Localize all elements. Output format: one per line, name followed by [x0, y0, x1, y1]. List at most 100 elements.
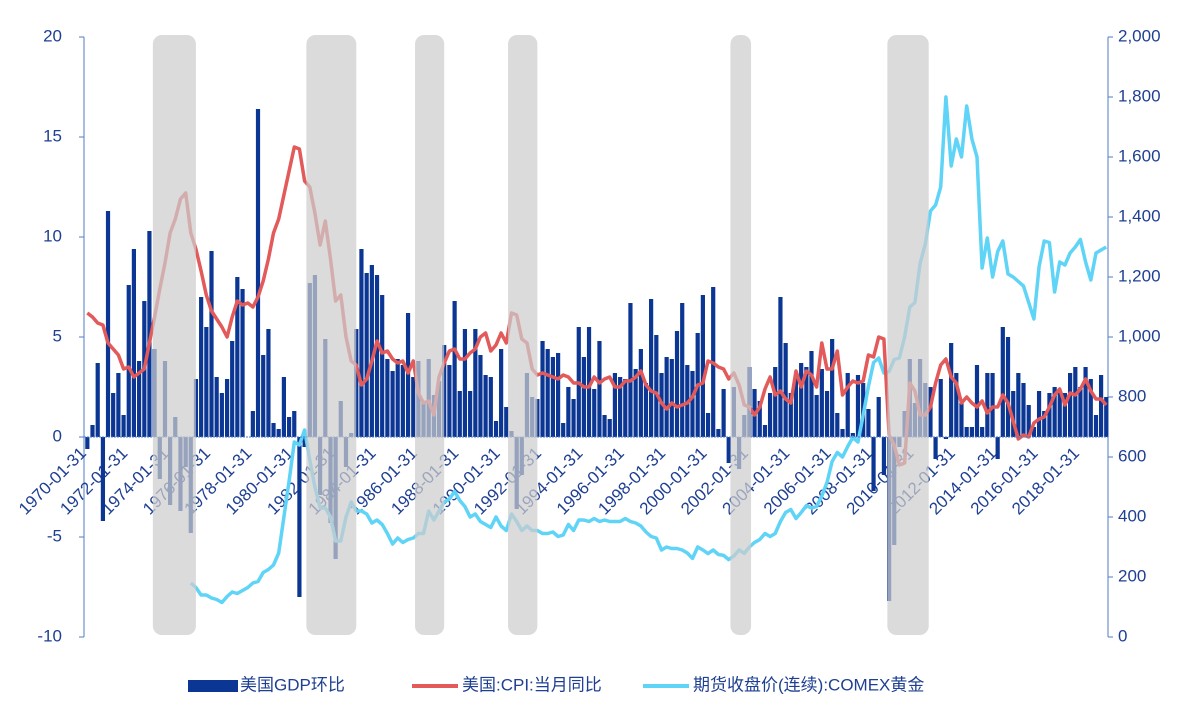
recession-shading: [508, 35, 538, 635]
y2-tick-label: 600: [1118, 446, 1146, 465]
gdp-bar: [240, 289, 245, 437]
gdp-bar: [235, 277, 240, 437]
gdp-bar: [473, 329, 478, 437]
gdp-bar: [219, 393, 224, 437]
gdp-bar: [809, 351, 814, 437]
gdp-bar: [411, 377, 416, 437]
gdp-bar: [721, 389, 726, 437]
gdp-bar: [1005, 337, 1011, 437]
gdp-bar: [1031, 427, 1037, 437]
y-tick-label: 5: [53, 326, 62, 345]
gdp-bar: [297, 437, 302, 597]
gdp-bar: [830, 339, 835, 437]
gdp-bar: [385, 359, 390, 437]
legend-swatch: [188, 680, 238, 692]
gdp-bar: [674, 331, 680, 437]
gdp-bar: [250, 411, 255, 437]
gdp-bar: [292, 411, 297, 437]
gdp-bar: [654, 335, 659, 437]
gdp-bar: [462, 329, 468, 437]
gdp-bar: [137, 361, 142, 437]
gdp-bar: [405, 313, 411, 437]
gdp-bar: [354, 329, 359, 437]
gdp-bar: [767, 393, 773, 437]
gdp-bar: [1104, 397, 1109, 437]
gdp-bar: [540, 341, 545, 437]
gdp-bar: [400, 365, 405, 437]
gdp-bar: [374, 275, 380, 437]
recession-shading: [415, 35, 445, 635]
gdp-bar: [638, 349, 643, 437]
y2-tick-label: 1,600: [1118, 146, 1161, 165]
gdp-bar: [1057, 391, 1062, 437]
y-tick-label: -5: [47, 526, 62, 545]
y2-tick-label: 400: [1118, 506, 1146, 525]
gdp-bar: [990, 373, 995, 437]
gdp-bar: [204, 327, 209, 437]
gdp-bar: [1052, 387, 1057, 437]
gdp-bar: [561, 423, 566, 437]
gdp-bar: [364, 273, 369, 437]
gdp-bar: [1093, 415, 1099, 437]
gdp-bar: [726, 437, 731, 463]
gdp-bar: [581, 357, 586, 437]
gdp-bar: [773, 367, 778, 437]
y-tick-label: 15: [43, 126, 62, 145]
gdp-bar: [478, 355, 483, 437]
gdp-bar: [757, 401, 762, 437]
gdp-bar: [90, 425, 95, 437]
gdp-bar: [1078, 387, 1083, 437]
gdp-bar: [276, 429, 281, 437]
gdp-bar: [230, 341, 235, 437]
gdp-bar: [468, 391, 473, 437]
recession-shading: [730, 35, 752, 635]
gdp-bar: [571, 399, 576, 437]
gdp-bar: [840, 429, 845, 437]
gdp-bar: [499, 349, 504, 437]
y-tick-label: 0: [53, 426, 62, 445]
gdp-bar: [100, 437, 106, 521]
gdp-bar: [954, 373, 959, 437]
gdp-bar: [1088, 379, 1093, 437]
gdp-bar: [680, 303, 685, 437]
gdp-bar: [705, 413, 711, 437]
gdp-bar: [1083, 367, 1088, 437]
gdp-bar: [799, 363, 804, 437]
gdp-bar: [964, 427, 969, 437]
gdp-bar: [974, 365, 980, 437]
gdp-bar: [1098, 375, 1104, 437]
gdp-bar: [131, 249, 137, 437]
gdp-bar: [447, 365, 452, 437]
gdp-bar: [985, 373, 990, 437]
gdp-bar: [121, 415, 126, 437]
gdp-bar: [545, 349, 550, 437]
gdp-bar: [1016, 373, 1021, 437]
gdp-bar: [938, 379, 943, 437]
legend-label: 期货收盘价(连续):COMEX黄金: [693, 675, 924, 694]
gdp-bar: [669, 359, 674, 437]
legend-label: 美国GDP环比: [240, 675, 345, 694]
gdp-bar: [995, 437, 1000, 459]
gdp-bar: [855, 375, 861, 437]
gdp-bar: [1073, 367, 1078, 437]
gdp-bar: [369, 265, 374, 437]
gdp-bar: [778, 297, 783, 437]
y2-tick-label: 1,800: [1118, 86, 1161, 105]
gdp-bar: [1047, 393, 1052, 437]
gdp-bar: [504, 407, 509, 437]
gdp-bar: [643, 383, 649, 437]
gdp-bar: [111, 393, 116, 437]
y-tick-label: 10: [43, 226, 62, 245]
gdp-bar: [716, 429, 721, 437]
gdp-bar: [690, 371, 695, 437]
gdp-bar: [628, 303, 633, 437]
gdp-bar: [866, 409, 871, 437]
gdp-bar: [1036, 391, 1042, 437]
gdp-bar: [281, 377, 286, 437]
gdp-bar: [1011, 391, 1016, 437]
gdp-bar: [664, 357, 669, 437]
y2-tick-label: 1,200: [1118, 266, 1161, 285]
gdp-bar: [1068, 373, 1073, 437]
y2-tick-label: 1,000: [1118, 326, 1161, 345]
gdp-bar: [700, 295, 705, 437]
